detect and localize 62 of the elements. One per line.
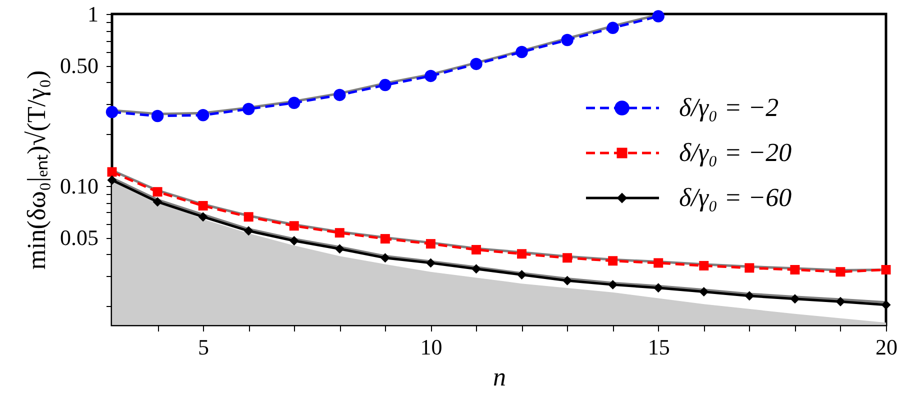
point [289,236,299,246]
point [516,46,528,58]
point [334,244,344,254]
legend-label: δ/γ₀ = −60 [679,183,792,212]
legend-label: δ/γ₀ = −20 [679,138,792,167]
point [198,212,208,222]
point [790,264,800,274]
x-axis-title: n [493,362,506,392]
point [379,78,392,92]
point [654,258,664,268]
point [426,258,436,268]
y-tick-label: 1 [88,2,98,26]
x-tick-label: 20 [876,334,898,360]
y-tick-label: 0.10 [60,173,98,198]
point [151,110,164,122]
point [836,296,846,306]
point [334,228,344,238]
point [471,264,481,274]
point [198,201,208,210]
point [196,109,210,122]
point [107,167,117,177]
point [152,187,162,197]
point [744,263,754,273]
point [152,197,162,207]
point [608,280,618,290]
x-tick-label: 5 [198,334,210,360]
point [334,88,346,102]
point [606,22,619,34]
x-tick-label: 15 [648,334,670,360]
point [562,276,572,286]
point [244,226,254,236]
point [562,253,572,263]
point [244,212,254,222]
y-tick-label: 0.05 [60,225,98,250]
legend-label: δ/γ₀ = −2 [679,93,779,122]
point [289,221,299,231]
point [107,175,117,185]
point [242,102,255,116]
point [517,270,527,280]
point [744,291,754,301]
y-tick-label: 0.50 [60,53,98,78]
x-tick-label: 10 [420,334,442,360]
point [836,267,846,277]
point [380,253,390,263]
point [699,260,709,270]
point [470,58,482,70]
point [881,300,891,310]
point [517,249,527,259]
point [471,244,481,254]
point [288,96,300,109]
point [699,287,709,296]
y-axis-title: min(δω₀|ₑₙₜ)√(T/γ₀) [22,70,51,270]
point [652,10,664,22]
point [426,239,436,249]
point [654,283,664,293]
point [424,70,437,82]
point [790,294,800,304]
point [106,106,118,118]
point [608,256,618,266]
point [380,234,390,244]
point [881,264,891,274]
point [561,34,574,46]
